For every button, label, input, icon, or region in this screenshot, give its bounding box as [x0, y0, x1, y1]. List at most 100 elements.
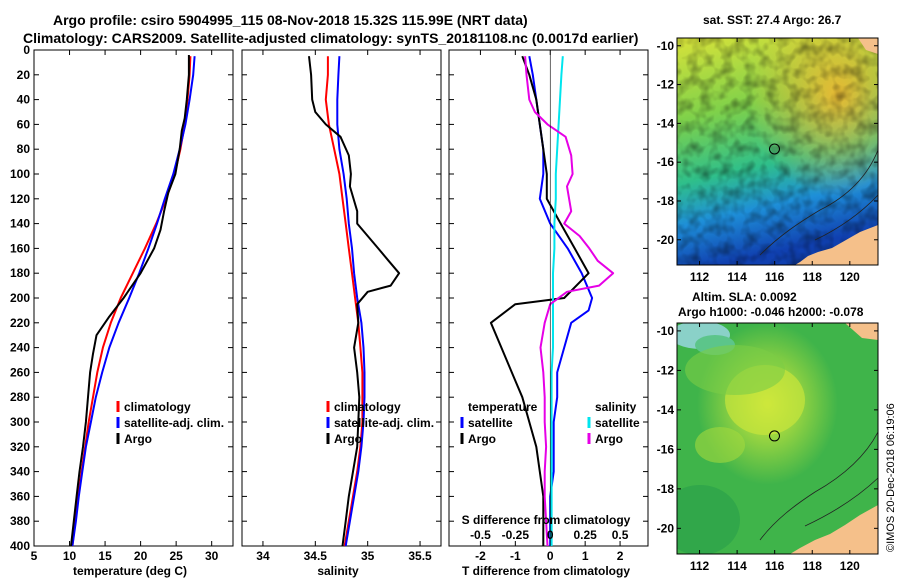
sst-land — [795, 225, 878, 265]
y-tick-label: 180 — [10, 266, 30, 280]
map-y-tick-label: -16 — [657, 442, 675, 456]
salinity-panel-frame — [241, 49, 442, 547]
y-tick-label: 200 — [10, 291, 30, 305]
s-difference-label: S difference from climatology — [462, 513, 631, 527]
legend-label-climatology: climatology — [124, 400, 191, 414]
map-x-tick-label: 118 — [803, 559, 823, 573]
sst-map-title: sat. SST: 27.4 Argo: 26.7 — [703, 13, 842, 27]
map-y-tick-label: -18 — [657, 194, 675, 208]
y-tick-label: 60 — [17, 117, 31, 131]
map-x-tick-label: 114 — [727, 559, 747, 573]
x-tick-label: 34.5 — [304, 549, 328, 563]
sst-map-image — [677, 38, 878, 265]
map-x-tick-label: 118 — [803, 270, 823, 284]
temperature-axes: 0 20 40 60 80 100 120 140 160 180 200 220 240 260 280 3… — [10, 43, 233, 563]
sla-map-subtitle: Argo h1000: -0.046 h2000: -0.078 — [678, 305, 864, 319]
y-tick-label: 300 — [10, 415, 30, 429]
y-tick-label: 140 — [10, 217, 30, 231]
map-y-tick-label: -10 — [657, 324, 675, 338]
legend-label-climatology: climatology — [334, 400, 401, 414]
x-tick-label: 34 — [256, 549, 270, 563]
x-tick-label: 1 — [582, 549, 589, 563]
legend-label-satellite: satellite-adj. clim. — [124, 416, 224, 430]
imos-timestamp: ©IMOS 20-Dec-2018 06:19:06 — [885, 403, 897, 552]
x-tick-label: 35 — [361, 549, 375, 563]
legend-title-salinity: salinity — [595, 400, 637, 414]
x-tick-label: 35.5 — [408, 549, 432, 563]
map-y-tick-label: -16 — [657, 155, 675, 169]
sst-map-ticks: 112 114 116 118 120 -10 -12 -14 -16 -18 -20 — [657, 38, 878, 284]
map-x-tick-label: 112 — [690, 270, 710, 284]
sla-map-title: Altim. SLA: 0.0092 — [692, 290, 797, 304]
y-tick-label: 40 — [17, 93, 31, 107]
series-line-climatology — [71, 56, 192, 547]
x-tick-label: -1 — [510, 549, 521, 563]
x-tick-label: 5 — [31, 549, 38, 563]
sst-bathymetry — [759, 149, 878, 256]
y-tick-label: 220 — [10, 316, 30, 330]
sla-map-image — [677, 323, 878, 554]
x-tick-label: 2 — [617, 549, 624, 563]
sst-argo-marker — [768, 143, 780, 155]
sla-land — [790, 505, 878, 554]
x-tick-label: 0 — [547, 549, 554, 563]
salinity-legend: climatology satellite-adj. clim. Argo — [326, 400, 434, 446]
legend-label-s-argo: Argo — [595, 432, 623, 446]
legend-label-argo: Argo — [334, 432, 362, 446]
x-tick-label: 20 — [134, 549, 148, 563]
series-line-climatology — [324, 56, 364, 547]
map-y-tick-label: -12 — [657, 363, 675, 377]
y-tick-label: 380 — [10, 514, 30, 528]
difference-legend-salinity: salinity satellite Argo — [587, 400, 640, 446]
y-tick-label: 280 — [10, 390, 30, 404]
x-tick-label: 30 — [205, 549, 219, 563]
legend-label-t-satellite: satellite — [468, 416, 513, 430]
x-tick-label: 15 — [98, 549, 112, 563]
legend-label-argo: Argo — [124, 432, 152, 446]
sla-map-frame — [676, 322, 879, 555]
map-x-tick-label: 120 — [840, 559, 860, 573]
y-tick-label: 100 — [10, 167, 30, 181]
series-line-t-argo — [489, 55, 590, 546]
y-tick-label: 340 — [10, 465, 30, 479]
y-tick-label: 400 — [10, 539, 30, 553]
map-x-tick-label: 114 — [727, 270, 747, 284]
x-tick-label: -2 — [475, 549, 486, 563]
series-line-s-argo — [524, 56, 615, 547]
s-tick-label: 0.5 — [612, 528, 629, 542]
y-tick-label: 0 — [23, 43, 30, 57]
map-y-tick-label: -14 — [657, 403, 675, 417]
map-y-tick-label: -20 — [657, 233, 675, 247]
temperature-panel-frame — [33, 49, 234, 547]
y-tick-label: 260 — [10, 365, 30, 379]
series-line-satellite-adj-clim- — [71, 56, 196, 547]
map-y-tick-label: -20 — [657, 521, 675, 535]
map-x-tick-label: 116 — [765, 559, 785, 573]
map-y-tick-label: -12 — [657, 78, 675, 92]
legend-title-temperature: temperature — [468, 400, 538, 414]
y-tick-label: 360 — [10, 489, 30, 503]
sla-map-ticks: 112 114 116 118 120 -10 -12 -14 -16 -18 -20 — [657, 323, 878, 573]
sst-land-north — [858, 38, 878, 54]
temperature-legend: climatology satellite-adj. clim. Argo — [116, 400, 224, 446]
y-tick-label: 80 — [17, 142, 31, 156]
salinity-x-label: salinity — [317, 564, 359, 578]
y-tick-label: 160 — [10, 241, 30, 255]
series-line-satellite-adj-clim- — [336, 56, 366, 547]
y-tick-label: 20 — [17, 68, 31, 82]
y-tick-label: 320 — [10, 440, 30, 454]
salinity-axes: 34 34.5 35 35.5 — [242, 49, 441, 563]
map-y-tick-label: -14 — [657, 116, 675, 130]
map-x-tick-label: 116 — [765, 270, 785, 284]
map-y-tick-label: -18 — [657, 482, 675, 496]
map-x-tick-label: 112 — [690, 559, 710, 573]
x-tick-label: 10 — [63, 549, 77, 563]
series-line-argo — [70, 55, 190, 547]
difference-legend-temperature: temperature satellite Argo — [460, 400, 538, 446]
difference-axes: -2 -1 0 1 2 -0.5 -0.25 0 0.25 0.5 — [449, 49, 648, 563]
x-tick-label: 25 — [169, 549, 183, 563]
legend-label-satellite: satellite-adj. clim. — [334, 416, 434, 430]
s-tick-label: 0 — [547, 528, 554, 542]
s-tick-label: 0.25 — [573, 528, 597, 542]
